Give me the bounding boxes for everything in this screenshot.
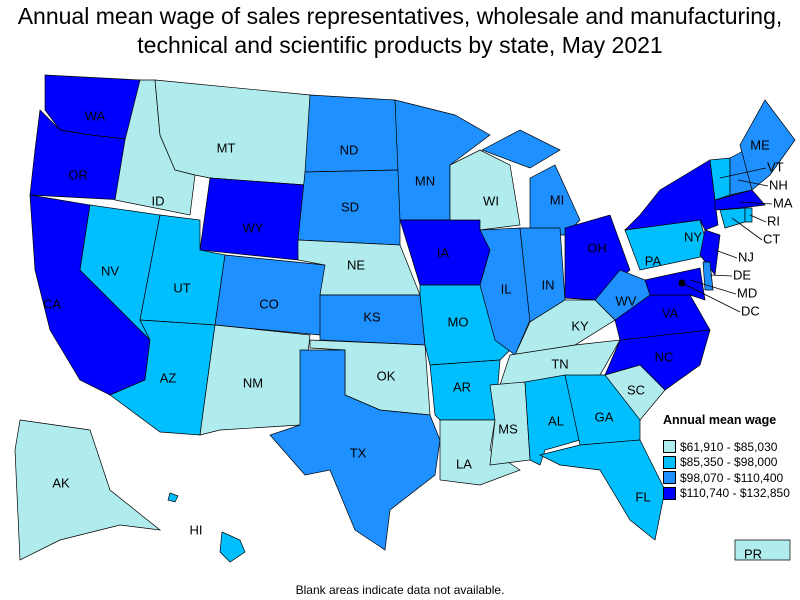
state-label: CT bbox=[763, 231, 780, 246]
callout-line bbox=[689, 279, 737, 295]
legend-swatch bbox=[663, 455, 676, 469]
state-pr bbox=[734, 539, 791, 561]
state-label: WY bbox=[243, 220, 264, 235]
state-label: AR bbox=[453, 379, 471, 394]
state-ma bbox=[714, 189, 766, 211]
state-ny bbox=[624, 159, 719, 231]
legend-item: $98,070 - $110,400 bbox=[663, 470, 790, 486]
state-tx bbox=[269, 349, 441, 551]
state-ak bbox=[14, 419, 162, 561]
state-label: GA bbox=[595, 409, 614, 424]
legend-item: $61,910 - $85,030 bbox=[663, 439, 790, 455]
state-label: OR bbox=[68, 167, 88, 182]
legend-swatch bbox=[663, 486, 676, 500]
state-label: NV bbox=[101, 263, 119, 278]
state-fl bbox=[538, 439, 666, 541]
state-label: PR bbox=[744, 546, 762, 561]
map-title: Annual mean wage of sales representative… bbox=[17, 3, 783, 58]
callout-line bbox=[714, 249, 738, 259]
state-nm bbox=[199, 324, 311, 436]
state-label: IA bbox=[437, 245, 450, 260]
legend-label: $110,740 - $132,850 bbox=[680, 486, 790, 501]
legend-label: $98,070 - $110,400 bbox=[680, 470, 784, 485]
state-label: DE bbox=[733, 267, 751, 282]
state-label: AK bbox=[52, 475, 70, 490]
state-label: ND bbox=[340, 142, 359, 157]
state-label: MN bbox=[415, 173, 435, 188]
state-de bbox=[702, 261, 714, 291]
state-mi bbox=[481, 129, 561, 169]
state-label: ID bbox=[152, 193, 165, 208]
callout-line bbox=[739, 201, 773, 205]
legend-item: $110,740 - $132,850 bbox=[663, 486, 790, 502]
state-label: NM bbox=[243, 375, 263, 390]
state-label: RI bbox=[767, 213, 780, 228]
state-label: HI bbox=[190, 522, 203, 537]
state-label: AZ bbox=[160, 370, 177, 385]
callout-line bbox=[737, 179, 769, 187]
state-label: WI bbox=[483, 193, 499, 208]
callout-line bbox=[709, 274, 733, 277]
state-co bbox=[214, 254, 326, 336]
state-label: FL bbox=[635, 489, 650, 504]
state-hi bbox=[167, 492, 179, 503]
state-ms bbox=[489, 381, 531, 466]
legend-item: $85,350 - $98,000 bbox=[663, 455, 790, 471]
state-label: OK bbox=[377, 368, 396, 383]
state-label: IN bbox=[542, 277, 555, 292]
state-label: NH bbox=[769, 177, 788, 192]
state-label: WV bbox=[616, 293, 637, 308]
legend-label: $61,910 - $85,030 bbox=[680, 439, 778, 454]
footnote: Blank areas indicate data not available. bbox=[295, 583, 505, 597]
legend-label: $85,350 - $98,000 bbox=[680, 455, 778, 470]
state-md bbox=[644, 267, 706, 301]
callout-line bbox=[749, 214, 767, 223]
callout-line bbox=[681, 282, 741, 313]
state-label: SD bbox=[341, 199, 359, 214]
state-label: MD bbox=[737, 285, 757, 300]
state-ri bbox=[744, 207, 753, 223]
state-label: TN bbox=[551, 356, 568, 371]
state-label: TX bbox=[350, 445, 367, 460]
state-label: PA bbox=[645, 253, 662, 268]
state-hi bbox=[219, 531, 246, 563]
state-label: SC bbox=[627, 382, 645, 397]
state-label: KS bbox=[363, 309, 381, 324]
state-label: LA bbox=[456, 456, 472, 471]
state-label: VA bbox=[662, 305, 679, 320]
state-label: AL bbox=[548, 413, 564, 428]
state-label: ME bbox=[750, 137, 770, 152]
legend-title: Annual mean wage bbox=[663, 413, 777, 427]
legend: Annual mean wage $61,910 - $85,030 $85,3… bbox=[663, 413, 790, 501]
callout-line bbox=[719, 167, 767, 179]
state-label: NJ bbox=[738, 249, 754, 264]
state-label: WA bbox=[85, 108, 106, 123]
legend-swatch bbox=[663, 440, 676, 454]
legend-swatch bbox=[663, 471, 676, 485]
state-label: OH bbox=[587, 240, 607, 255]
callout-line bbox=[731, 217, 763, 241]
state-label: MS bbox=[498, 421, 518, 436]
state-tn bbox=[499, 339, 621, 386]
state-label: VT bbox=[767, 159, 784, 174]
state-label: CA bbox=[43, 296, 61, 311]
state-label: NC bbox=[655, 349, 674, 364]
state-label: MO bbox=[448, 314, 469, 329]
state-label: IL bbox=[501, 281, 512, 296]
state-wi bbox=[449, 149, 521, 231]
state-label: MI bbox=[550, 192, 564, 207]
state-label: DC bbox=[741, 303, 760, 318]
state-label: NE bbox=[347, 257, 365, 272]
state-label: MT bbox=[217, 140, 236, 155]
state-label: NY bbox=[684, 229, 702, 244]
state-wy bbox=[199, 177, 306, 261]
state-label: MA bbox=[773, 195, 793, 210]
state-label: CO bbox=[259, 296, 279, 311]
state-mt bbox=[154, 79, 311, 186]
state-label: UT bbox=[173, 280, 190, 295]
state-label: KY bbox=[571, 318, 589, 333]
state-nd bbox=[304, 94, 401, 173]
